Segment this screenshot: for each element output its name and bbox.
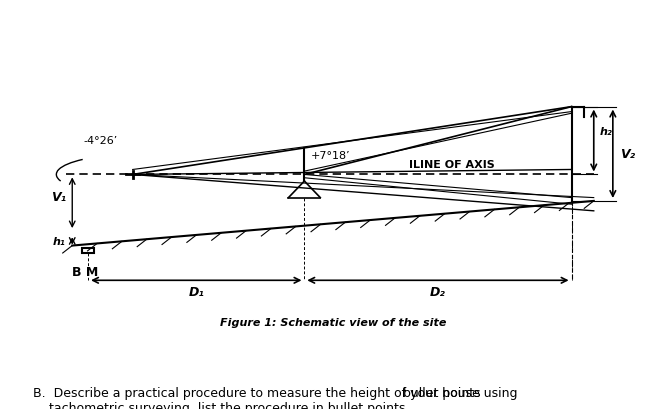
Text: B.  Describe a practical procedure to measure the height of your house using
   : B. Describe a practical procedure to mea… (33, 387, 517, 409)
Text: -4°26’: -4°26’ (84, 135, 118, 145)
Text: V₂: V₂ (621, 148, 635, 161)
Text: V₁: V₁ (51, 190, 66, 203)
Text: Figure 1: Schematic view of the site: Figure 1: Schematic view of the site (220, 317, 446, 327)
Text: D₂: D₂ (430, 285, 446, 299)
Text: +7°18’: +7°18’ (311, 150, 350, 160)
Text: bullet points: bullet points (403, 387, 481, 400)
Text: ILINE OF AXIS: ILINE OF AXIS (410, 160, 495, 170)
Text: h₂: h₂ (600, 126, 613, 136)
Text: h₁: h₁ (53, 236, 66, 246)
Text: D₁: D₁ (188, 285, 204, 299)
Text: B M: B M (72, 266, 98, 279)
Bar (83, 248, 94, 254)
